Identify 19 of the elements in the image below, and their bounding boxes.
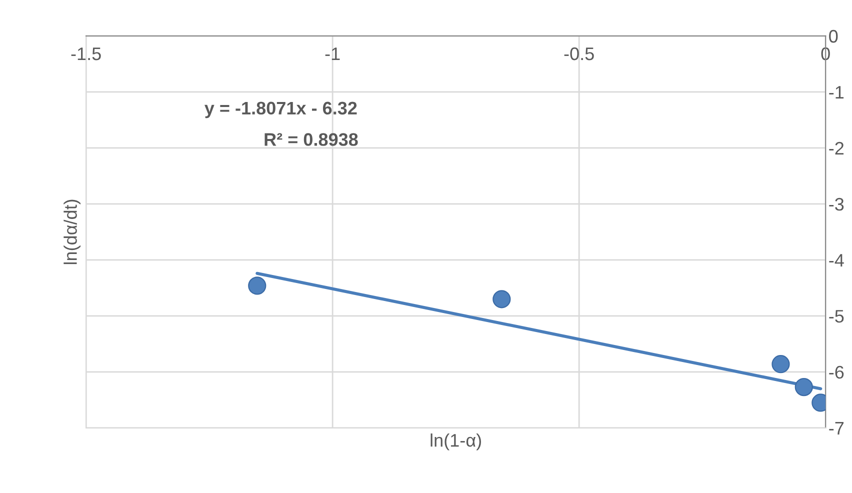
x-tick-label: -0.5 [564,47,594,60]
y-tick-label: -5 [829,310,844,323]
y-tick-label: -6 [829,366,844,379]
y-tick-label: 0 [829,30,838,43]
x-tick-label: -1.5 [71,48,101,60]
y-axis-title: ln(dα/dt) [64,200,80,264]
y-tick-label: -1 [829,86,844,99]
point [492,290,511,308]
y-tick-label: -3 [829,198,844,211]
x-axis-title: ln(1-α) [430,433,481,450]
annotation: y = -1.8071x - 6.32 [204,102,357,118]
y-tick-label: -7 [829,422,844,434]
point [248,276,266,295]
y-tick-label: -4 [829,254,844,266]
x-tick-label: -1 [325,48,340,60]
point [772,355,790,374]
annotation: R² = 0.8938 [264,133,358,146]
y-tick-label: -2 [829,142,844,155]
point [794,378,813,396]
